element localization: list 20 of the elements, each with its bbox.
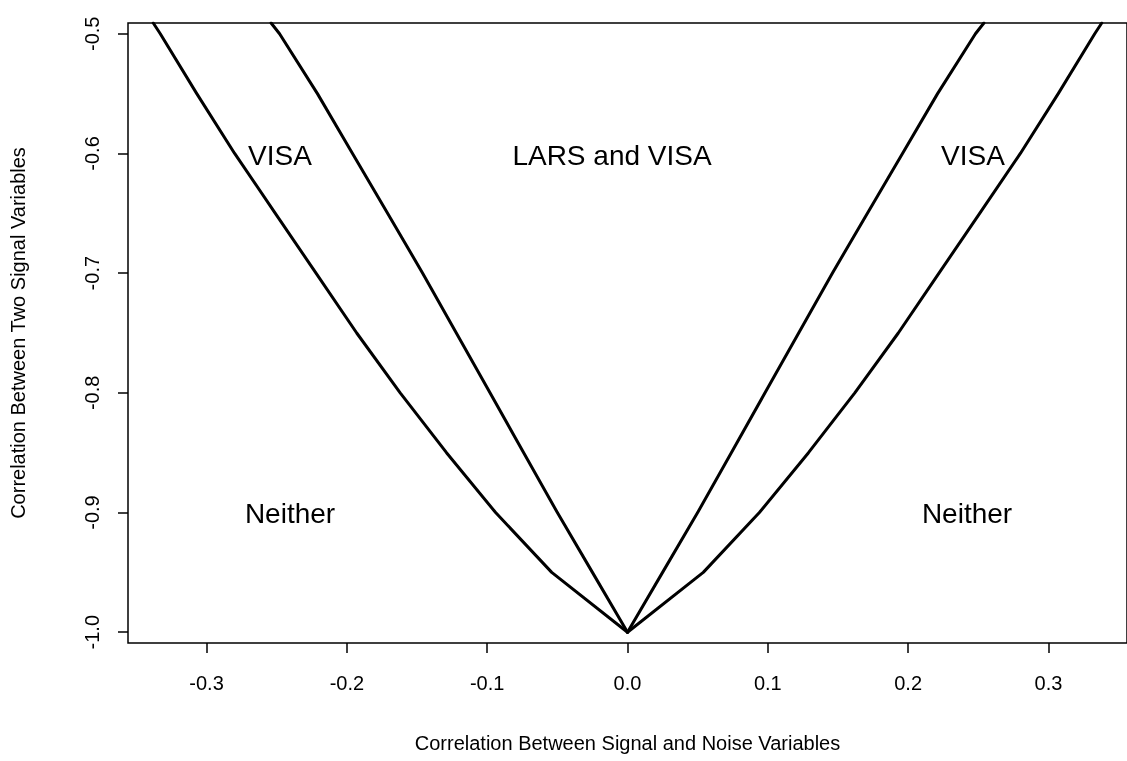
x-tick-label: -0.3 <box>189 672 224 694</box>
annotation: LARS and VISA <box>512 139 712 171</box>
y-tick-label: -0.7 <box>81 255 103 291</box>
x-axis-title: Correlation Between Signal and Noise Variables <box>414 732 841 754</box>
x-tick-label: -0.1 <box>469 672 505 694</box>
y-tick-label: -0.8 <box>81 375 103 411</box>
y-tick-label: -0.9 <box>81 495 103 530</box>
y-tick-label: -1.0 <box>81 614 103 650</box>
y-tick-label: -0.5 <box>81 16 103 52</box>
x-tick-label: 0.0 <box>613 672 642 694</box>
x-tick-label: 0.3 <box>1034 672 1063 694</box>
annotation: Neither <box>244 497 336 529</box>
y-axis-title: Correlation Between Two Signal Variables <box>7 147 29 519</box>
x-tick-label: 0.2 <box>894 672 923 694</box>
y-tick-label: -0.6 <box>81 136 103 171</box>
x-tick-label: -0.2 <box>329 672 365 694</box>
annotation: VISA <box>248 139 313 171</box>
x-tick-label: 0.1 <box>753 672 782 694</box>
annotation: Neither <box>921 497 1013 529</box>
annotation: VISA <box>941 139 1006 171</box>
